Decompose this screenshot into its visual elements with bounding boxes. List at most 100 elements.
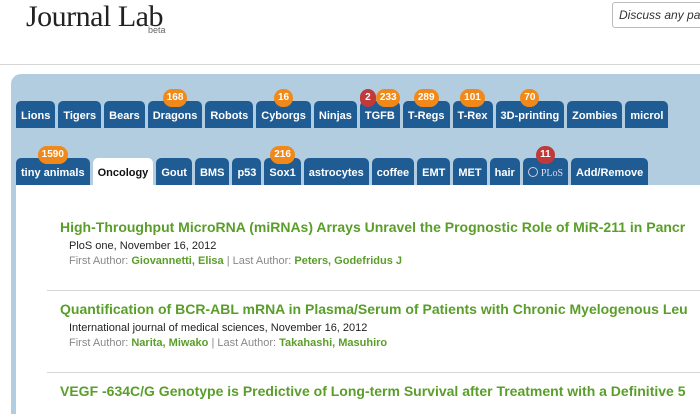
tab-row: tiny animals 1590 Oncology Gout BMS p53 Sox1 21… [16, 146, 649, 185]
article: Quantification of BCR-ABL mRNA in Plasma… [60, 301, 688, 349]
tab-label: Dragons [152, 110, 198, 122]
badge: 216 [270, 146, 295, 164]
tab[interactable]: microl [625, 101, 669, 128]
article-title[interactable]: Quantification of BCR-ABL mRNA in Plasma… [60, 301, 688, 317]
author-line: First Author: Giovannetti, Elisa | Last … [69, 255, 685, 267]
tab[interactable]: Sox1 216 [264, 146, 301, 185]
badge: 2 [359, 89, 376, 107]
badge-group: 11 [523, 146, 568, 164]
tab[interactable]: astrocytes [303, 158, 369, 185]
tab-label: astrocytes [308, 167, 364, 179]
badge-group: 216 [264, 146, 300, 164]
tab[interactable]: Gout [156, 158, 192, 185]
tab-label: PLoS [540, 168, 564, 179]
tab[interactable]: T-Rex 101 [452, 89, 493, 128]
article-list: High-Throughput MicroRNA (miRNAs) Arrays… [16, 185, 700, 415]
separator [47, 372, 700, 373]
tab-label: MET [458, 167, 482, 179]
tab[interactable]: EMT [417, 158, 451, 185]
tab[interactable]: hair [489, 158, 520, 185]
tab-label: Tigers [63, 110, 97, 122]
separator [47, 290, 700, 291]
search-input[interactable]: Discuss any pa [612, 2, 700, 28]
tab-label: Oncology [97, 167, 149, 179]
tab-label: Ninjas [318, 110, 352, 122]
tab-label: Zombies [572, 110, 618, 122]
badge-group: 1590 [16, 146, 90, 164]
tab-label: coffee [376, 167, 410, 179]
journal-line: International journal of medical science… [69, 322, 368, 334]
tab[interactable]: Lions [16, 101, 56, 128]
tab-label: T-Rex [457, 110, 488, 122]
tab[interactable]: PLoS 11 [522, 146, 569, 185]
tab-label: 3D-printing [500, 110, 560, 122]
badge-group: 168 [148, 89, 203, 107]
badge-group: 289 [403, 89, 450, 107]
article-title[interactable]: VEGF -634C/G Genotype is Predictive of L… [60, 383, 686, 399]
article-title[interactable]: High-Throughput MicroRNA (miRNAs) Arrays… [60, 219, 686, 235]
tab-label: TGFB [364, 110, 395, 122]
author-line: First Author: Narita, Miwako | Last Auth… [69, 337, 688, 349]
article: VEGF -634C/G Genotype is Predictive of L… [60, 383, 686, 399]
tab[interactable]: TGFB 2 233 [359, 89, 400, 128]
tab[interactable]: p53 [232, 158, 262, 185]
author-label: First Author: [69, 255, 129, 267]
beta-label: beta [148, 25, 166, 35]
badge: 101 [460, 89, 485, 107]
badge: 16 [274, 89, 294, 107]
tab-label: Cyborgs [261, 110, 306, 122]
plos-icon [527, 167, 538, 177]
tab-label: T-Regs [407, 110, 445, 122]
badge: 1590 [37, 146, 68, 164]
tab[interactable]: Zombies [567, 101, 623, 128]
tab-label: BMS [199, 167, 225, 179]
badge-group: 70 [496, 89, 565, 107]
header: Journal Lab beta Discuss any pa [0, 0, 700, 65]
author-label: | Last Author: [226, 255, 292, 267]
tab[interactable]: T-Regs 289 [402, 89, 450, 128]
tab-row: Lions Tigers Bears Dragons 168 Robots Cyborgs 1… [16, 89, 669, 128]
tab-label: EMT [422, 167, 446, 179]
tab[interactable]: tiny animals 1590 [16, 146, 90, 185]
author-label: First Author: [69, 337, 129, 349]
author-name[interactable]: Peters, Godefridus J [294, 255, 403, 267]
tab[interactable]: Robots [205, 101, 254, 128]
badge: 168 [162, 89, 188, 107]
tab-label: p53 [237, 167, 257, 179]
tab[interactable]: 3D-printing 70 [495, 89, 565, 128]
tab[interactable]: BMS [194, 158, 230, 185]
tab-label: Robots [210, 110, 249, 122]
author-name[interactable]: Takahashi, Masuhiro [279, 337, 388, 349]
badge-group: 101 [453, 89, 493, 107]
tab-label: hair [494, 167, 515, 179]
tab[interactable]: Cyborgs 16 [256, 89, 311, 128]
badge: 70 [520, 89, 540, 107]
logo[interactable]: Journal Lab [26, 0, 163, 33]
author-label: | Last Author: [211, 337, 277, 349]
badge-group: 2 233 [359, 89, 400, 107]
tab-label: microl [630, 110, 664, 122]
tab[interactable]: Add/Remove [571, 158, 649, 185]
tab[interactable]: Ninjas [313, 101, 357, 128]
tab[interactable]: coffee [371, 158, 415, 185]
tab[interactable]: Tigers [58, 101, 102, 128]
badge-group: 16 [256, 89, 311, 107]
tab-label: Sox1 [269, 167, 296, 179]
article: High-Throughput MicroRNA (miRNAs) Arrays… [60, 219, 685, 267]
tab-label: tiny animals [21, 167, 85, 179]
tab[interactable]: MET [453, 158, 487, 185]
tab-label: Bears [109, 110, 140, 122]
tab[interactable]: Oncology [92, 158, 154, 185]
tab-label: Gout [161, 167, 187, 179]
tab[interactable]: Bears [104, 101, 145, 128]
author-name[interactable]: Giovannetti, Elisa [131, 255, 224, 267]
badge: 289 [413, 89, 439, 107]
author-name[interactable]: Narita, Miwako [131, 337, 209, 349]
tab[interactable]: Dragons 168 [147, 89, 203, 128]
badge: 11 [536, 146, 555, 164]
journal-line: PloS one, November 16, 2012 [69, 240, 217, 252]
tab-label: Add/Remove [576, 167, 644, 179]
tab-label: Lions [21, 110, 51, 122]
badge: 233 [375, 89, 400, 107]
